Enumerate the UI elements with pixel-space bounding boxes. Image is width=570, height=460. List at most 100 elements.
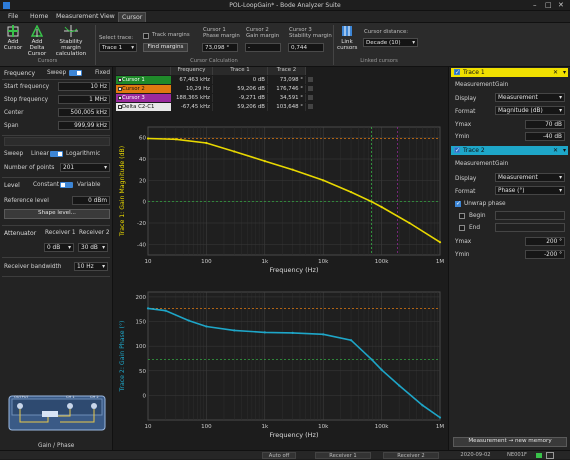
- t2-format-label: Format: [455, 189, 476, 195]
- add-delta-cursor-button[interactable]: Add Delta Cursor: [25, 24, 49, 57]
- cursor-name-cell[interactable]: Cursor 1: [116, 76, 171, 84]
- auto-off-status[interactable]: Auto off: [262, 452, 296, 459]
- table-header-frequency: Frequency: [171, 67, 213, 75]
- chevron-down-icon: ▾: [104, 165, 107, 171]
- y-axis-label: Trace 2: Gain Phase (°): [118, 321, 126, 393]
- attenuator2-dropdown[interactable]: 30 dB ▾: [78, 243, 108, 252]
- menu-file[interactable]: File: [8, 13, 19, 20]
- points-dropdown[interactable]: 201 ▾: [60, 163, 110, 172]
- receiver2-status: Receiver 2: [383, 452, 439, 459]
- stop-frequency-input[interactable]: 1 MHz: [58, 95, 110, 104]
- cursor-name-cell[interactable]: Cursor 2: [116, 85, 171, 93]
- receiver-bandwidth-dropdown[interactable]: 10 Hz ▾: [74, 262, 108, 271]
- t2-display-dropdown[interactable]: Measurement ▾: [495, 173, 565, 182]
- select-trace-dropdown[interactable]: Trace 1 ▾: [99, 43, 137, 52]
- stop-frequency-label: Stop frequency: [4, 97, 49, 103]
- data-point: [174, 138, 177, 141]
- trace2-close-icon[interactable]: ✕: [552, 147, 558, 154]
- menu-view[interactable]: View: [100, 13, 115, 20]
- delete-icon[interactable]: [308, 104, 313, 109]
- menu-home[interactable]: Home: [30, 13, 49, 20]
- divider: [2, 276, 110, 277]
- trace1-close-icon[interactable]: ✕: [552, 69, 558, 76]
- t2-format-dropdown[interactable]: Phase (°) ▾: [495, 186, 565, 195]
- diagram-ch2-label: CH 2: [90, 395, 99, 399]
- trace1-header[interactable]: Trace 1 ✕ ▾: [451, 68, 568, 77]
- x-tick-label: 1k: [261, 424, 268, 430]
- cursor-visibility-checkbox[interactable]: [118, 87, 122, 91]
- divider: [2, 257, 110, 258]
- menu-cursor[interactable]: Cursor: [118, 12, 147, 22]
- sweep-fixed-toggle[interactable]: [69, 70, 82, 76]
- reference-level-label: Reference level: [4, 198, 49, 204]
- trace2-enable-checkbox[interactable]: [454, 146, 460, 155]
- cursor-visibility-checkbox[interactable]: [118, 96, 122, 100]
- data-point: [349, 190, 353, 194]
- t2-measurement-label: Measurement: [455, 161, 495, 167]
- cursor-distance-dropdown[interactable]: Decade (10) ▾: [363, 38, 418, 47]
- frequency-heading: Frequency: [4, 70, 35, 77]
- t1-ymax-input[interactable]: 70 dB: [525, 120, 565, 129]
- cursor-visibility-checkbox[interactable]: [118, 78, 122, 82]
- chevron-down-icon[interactable]: ▾: [562, 69, 566, 76]
- reference-level-input[interactable]: 0 dBm: [72, 196, 110, 205]
- menu-measurement[interactable]: Measurement: [56, 13, 99, 20]
- add-cursor-icon: [7, 25, 19, 37]
- begin-checkbox[interactable]: [459, 213, 465, 219]
- table-header-trace2: Trace 2: [268, 67, 306, 75]
- gain-chart[interactable]: 10 100 1k 10k 100k 1M 60 40 20 0 -20 -40 Frequency (…: [114, 117, 447, 277]
- cursor-visibility-checkbox[interactable]: [118, 105, 122, 109]
- cursor-name-cell[interactable]: Cursor 3: [116, 94, 171, 102]
- chevron-down-icon: ▾: [559, 108, 562, 114]
- link-cursors-button[interactable]: Link cursors: [337, 25, 357, 51]
- stability-margin-button[interactable]: Stability margin calculation: [51, 25, 91, 57]
- receiver1-status: Receiver 1: [315, 452, 371, 459]
- cursor-option-icon[interactable]: [308, 86, 313, 91]
- data-point: [187, 319, 190, 322]
- y-tick-label: 40: [139, 157, 146, 163]
- span-input[interactable]: 999,99 kHz: [58, 121, 110, 130]
- cursor-option-icon[interactable]: [308, 95, 313, 100]
- data-point: [322, 333, 325, 336]
- find-margins-button[interactable]: Find margins: [143, 43, 188, 52]
- settings-icon[interactable]: [546, 452, 554, 459]
- right-panel: Trace 1 ✕ ▾ Measurement Gain Display Mea…: [448, 67, 570, 450]
- maximize-icon[interactable]: □: [545, 1, 552, 9]
- chevron-down-icon[interactable]: ▾: [562, 147, 566, 154]
- span-label: Span: [4, 123, 19, 129]
- t1-ymin-input[interactable]: -40 dB: [525, 132, 565, 141]
- attenuator1-dropdown[interactable]: 0 dB ▾: [44, 243, 74, 252]
- x-axis-label: Frequency (Hz): [269, 266, 318, 274]
- t1-format-dropdown[interactable]: Magnitude (dB) ▾: [495, 106, 565, 115]
- chevron-down-icon: ▾: [131, 45, 134, 51]
- linear-label: Linear: [31, 151, 50, 157]
- unwrap-phase-checkbox[interactable]: [455, 200, 461, 207]
- t2-ymin-input[interactable]: -200 °: [525, 250, 565, 259]
- chevron-down-icon: ▾: [102, 245, 105, 251]
- level-toggle[interactable]: [60, 182, 73, 188]
- trace2-header[interactable]: Trace 2 ✕ ▾: [451, 146, 568, 155]
- cursor-trace2-cell: 34,591 °: [268, 94, 306, 102]
- y-tick-label: -20: [137, 221, 146, 227]
- center-input[interactable]: 500,005 kHz: [58, 108, 110, 117]
- connection-diagram: OUTPUT CH 1 CH 2: [8, 395, 106, 431]
- phase-chart[interactable]: 10 100 1k 10k 100k 1M 200 150 100 50 0 Frequency (H…: [114, 282, 447, 442]
- chevron-down-icon: ▾: [559, 95, 562, 101]
- track-margins-checkbox[interactable]: [143, 33, 149, 39]
- shape-level-button[interactable]: Shape level...: [4, 209, 110, 219]
- new-memory-button[interactable]: Measurement → new memory: [453, 437, 567, 447]
- end-checkbox[interactable]: [459, 225, 465, 231]
- trace1-enable-checkbox[interactable]: [454, 68, 460, 77]
- add-cursor-button[interactable]: Add Cursor: [2, 25, 24, 51]
- divider: [2, 79, 110, 80]
- cursor-name-cell[interactable]: Delta C2-C1: [116, 103, 171, 111]
- start-frequency-input[interactable]: 10 Hz: [58, 82, 110, 91]
- linear-log-toggle[interactable]: [50, 151, 63, 157]
- stability-margin-label: Stability margin calculation: [55, 39, 87, 57]
- close-icon[interactable]: ✕: [558, 1, 564, 9]
- minimize-icon[interactable]: –: [533, 1, 537, 9]
- cursor-option-icon[interactable]: [308, 77, 313, 82]
- t1-format-label: Format: [455, 109, 476, 115]
- t2-ymax-input[interactable]: 200 °: [525, 237, 565, 246]
- t1-display-dropdown[interactable]: Measurement ▾: [495, 93, 565, 102]
